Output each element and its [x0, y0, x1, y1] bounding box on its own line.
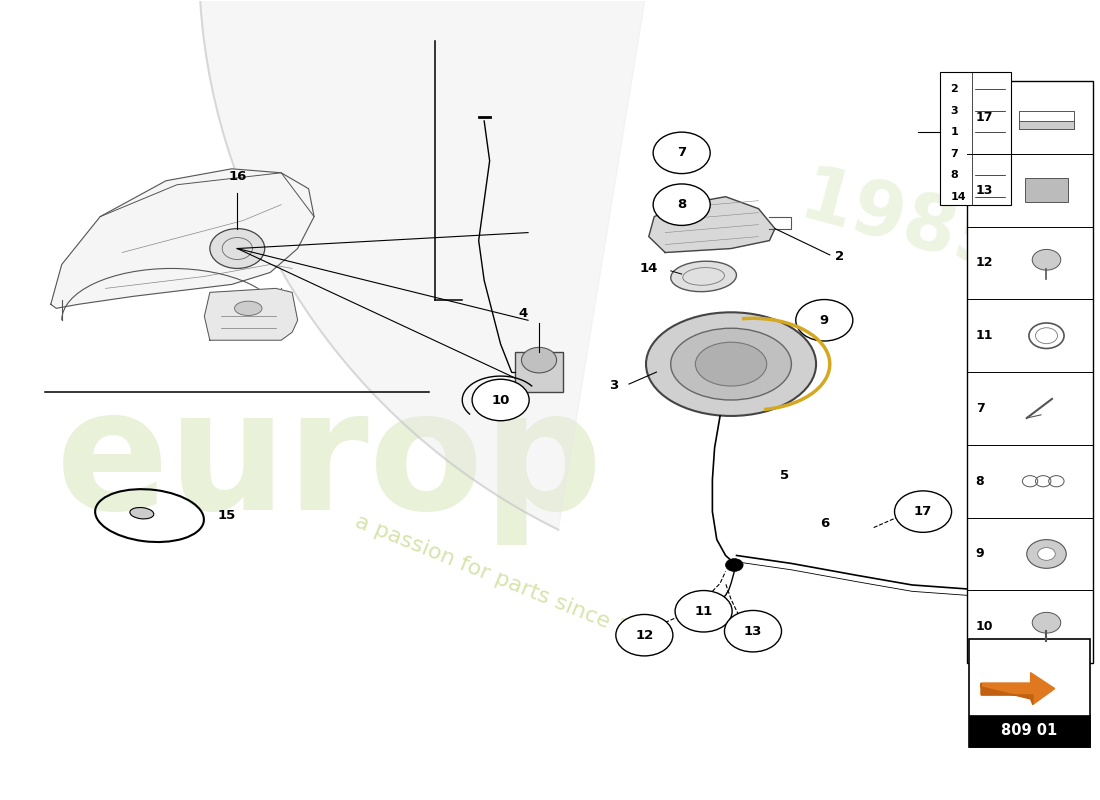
- Circle shape: [616, 614, 673, 656]
- Text: 12: 12: [976, 257, 993, 270]
- Ellipse shape: [695, 342, 767, 386]
- Circle shape: [1037, 547, 1055, 560]
- Text: 10: 10: [976, 620, 993, 634]
- Text: 14: 14: [639, 262, 658, 275]
- Circle shape: [472, 379, 529, 421]
- Ellipse shape: [671, 261, 737, 292]
- Ellipse shape: [646, 312, 816, 416]
- Text: 7: 7: [950, 149, 958, 158]
- Text: 1985: 1985: [791, 162, 1016, 288]
- Polygon shape: [51, 169, 315, 308]
- Polygon shape: [981, 683, 1033, 705]
- Bar: [1024, 178, 1068, 202]
- Circle shape: [521, 347, 557, 373]
- Circle shape: [726, 558, 744, 571]
- Text: 9: 9: [820, 314, 829, 326]
- Ellipse shape: [671, 328, 791, 400]
- Circle shape: [210, 229, 265, 269]
- Circle shape: [1032, 250, 1060, 270]
- Bar: [939, 71, 1011, 205]
- Text: 2: 2: [950, 84, 958, 94]
- Text: a passion for parts since 1985: a passion for parts since 1985: [352, 511, 672, 656]
- Text: 17: 17: [976, 111, 993, 124]
- Polygon shape: [199, 0, 755, 530]
- Ellipse shape: [234, 301, 262, 315]
- Circle shape: [1026, 540, 1066, 568]
- Text: 16: 16: [228, 170, 246, 183]
- Text: 5: 5: [780, 470, 790, 482]
- Circle shape: [894, 491, 952, 532]
- Text: 15: 15: [218, 509, 235, 522]
- Text: 1: 1: [950, 127, 958, 137]
- Bar: [967, 81, 1093, 663]
- Text: 3: 3: [950, 106, 958, 116]
- Text: europ: europ: [56, 382, 604, 546]
- Ellipse shape: [130, 507, 154, 519]
- Text: 11: 11: [976, 330, 993, 342]
- Bar: [969, 639, 1090, 746]
- Text: 17: 17: [914, 505, 932, 518]
- Circle shape: [1032, 612, 1060, 633]
- Text: 10: 10: [492, 394, 509, 406]
- Polygon shape: [649, 197, 774, 253]
- Text: 8: 8: [950, 170, 958, 180]
- Bar: [969, 715, 1090, 746]
- Circle shape: [725, 610, 781, 652]
- Text: 7: 7: [678, 146, 686, 159]
- Bar: [515, 352, 563, 392]
- Text: 2: 2: [835, 250, 845, 263]
- Text: 4: 4: [518, 307, 527, 320]
- Circle shape: [795, 299, 852, 341]
- Text: 13: 13: [976, 184, 993, 197]
- Text: 12: 12: [635, 629, 653, 642]
- Text: 13: 13: [744, 625, 762, 638]
- Bar: [1019, 121, 1074, 129]
- Circle shape: [653, 184, 711, 226]
- Text: 9: 9: [976, 547, 984, 561]
- Circle shape: [675, 590, 733, 632]
- Text: 7: 7: [976, 402, 984, 415]
- Text: 6: 6: [821, 517, 829, 530]
- Text: 8: 8: [976, 474, 984, 488]
- Text: 3: 3: [608, 379, 618, 392]
- Text: 14: 14: [950, 192, 966, 202]
- Text: 809 01: 809 01: [1001, 723, 1057, 738]
- Polygon shape: [981, 673, 1055, 705]
- Text: 11: 11: [694, 605, 713, 618]
- Polygon shape: [205, 288, 298, 340]
- Text: 8: 8: [676, 198, 686, 211]
- Circle shape: [653, 132, 711, 174]
